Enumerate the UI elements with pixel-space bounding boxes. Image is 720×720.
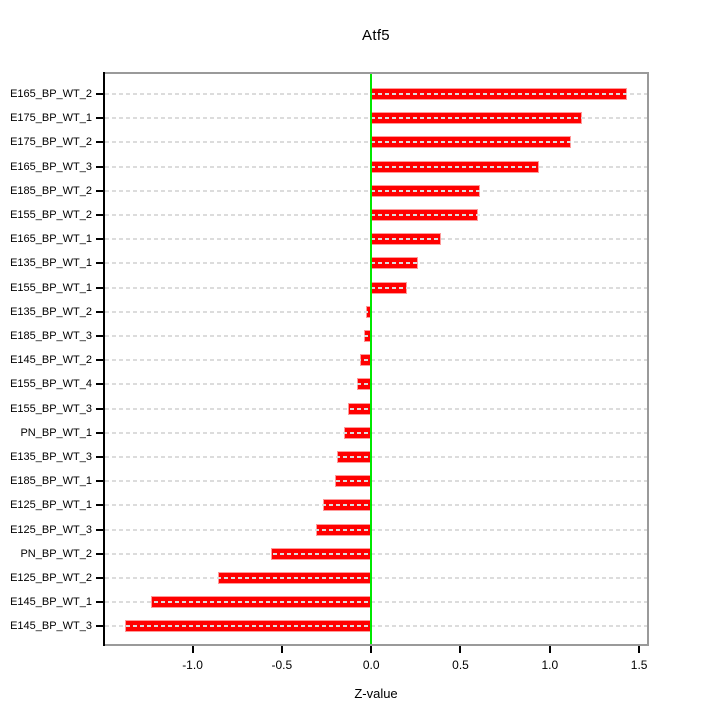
gridline bbox=[105, 407, 647, 410]
gridline bbox=[105, 601, 647, 604]
gridline bbox=[105, 214, 647, 216]
x-tick-label--1.0: -1.0 bbox=[182, 658, 203, 672]
y-tick-mark bbox=[96, 286, 103, 289]
x-tick-label--0.5: -0.5 bbox=[271, 658, 293, 672]
y-tick-mark bbox=[96, 383, 103, 386]
x-tick-label-1.0: 1.0 bbox=[541, 658, 559, 672]
x-tick-mark bbox=[191, 646, 194, 653]
y-axis-label-E135_BP_WT_1: E135_BP_WT_1 bbox=[10, 257, 92, 270]
y-tick-mark bbox=[96, 214, 103, 216]
y-tick-mark bbox=[96, 335, 103, 337]
y-tick-mark bbox=[96, 165, 103, 168]
y-axis-label-E145_BP_WT_1: E145_BP_WT_1 bbox=[10, 596, 92, 609]
y-axis-spine bbox=[103, 72, 105, 646]
y-tick-mark bbox=[96, 93, 103, 95]
x-tick-label-1.5: 1.5 bbox=[630, 658, 648, 672]
y-tick-mark bbox=[96, 577, 103, 579]
x-tick-mark bbox=[280, 646, 283, 653]
gridline bbox=[105, 335, 647, 337]
gridline bbox=[105, 480, 647, 483]
y-tick-mark bbox=[96, 262, 103, 265]
y-axis-label-E155_BP_WT_2: E155_BP_WT_2 bbox=[10, 209, 92, 221]
y-tick-mark bbox=[96, 310, 103, 313]
y-axis-label-E175_BP_WT_2: E175_BP_WT_2 bbox=[10, 136, 92, 149]
gridline bbox=[105, 456, 647, 458]
y-axis-label-PN_BP_WT_1: PN_BP_WT_1 bbox=[20, 426, 92, 439]
y-tick-mark bbox=[96, 189, 103, 192]
gridline bbox=[105, 93, 647, 95]
y-tick-mark bbox=[96, 359, 103, 362]
y-axis-label-E185_BP_WT_2: E185_BP_WT_2 bbox=[10, 184, 92, 197]
gridline bbox=[105, 262, 647, 265]
gridline bbox=[105, 286, 647, 289]
gridline bbox=[105, 504, 647, 507]
y-tick-mark bbox=[96, 141, 103, 144]
y-tick-mark bbox=[96, 625, 103, 628]
y-axis-label-E185_BP_WT_1: E185_BP_WT_1 bbox=[10, 475, 92, 488]
y-axis-label-E175_BP_WT_1: E175_BP_WT_1 bbox=[10, 112, 92, 125]
x-tick-mark bbox=[370, 646, 373, 653]
y-axis-label-E155_BP_WT_4: E155_BP_WT_4 bbox=[10, 378, 92, 391]
gridline bbox=[105, 238, 647, 241]
y-axis-label-E125_BP_WT_1: E125_BP_WT_1 bbox=[10, 499, 92, 512]
gridline bbox=[105, 383, 647, 386]
y-axis-label-E165_BP_WT_2: E165_BP_WT_2 bbox=[10, 88, 92, 100]
y-tick-mark bbox=[96, 552, 103, 555]
zero-line bbox=[370, 74, 373, 644]
x-tick-mark bbox=[638, 646, 641, 653]
gridline bbox=[105, 117, 647, 120]
y-tick-mark bbox=[96, 504, 103, 507]
y-axis-label-E155_BP_WT_3: E155_BP_WT_3 bbox=[10, 402, 92, 415]
y-axis-label-E135_BP_WT_3: E135_BP_WT_3 bbox=[10, 451, 92, 463]
gridline bbox=[105, 141, 647, 144]
gridline bbox=[105, 552, 647, 555]
y-axis-label-E165_BP_WT_1: E165_BP_WT_1 bbox=[10, 233, 92, 246]
y-tick-mark bbox=[96, 456, 103, 458]
y-axis-label-E125_BP_WT_3: E125_BP_WT_3 bbox=[10, 523, 92, 536]
y-axis-label-E155_BP_WT_1: E155_BP_WT_1 bbox=[10, 281, 92, 294]
y-tick-mark bbox=[96, 601, 103, 604]
gridline bbox=[105, 528, 647, 531]
x-tick-label-0.0: 0.0 bbox=[362, 658, 380, 672]
plot-area bbox=[103, 72, 649, 646]
y-tick-mark bbox=[96, 528, 103, 531]
y-tick-mark bbox=[96, 431, 103, 434]
x-tick-mark bbox=[548, 646, 551, 653]
gridline bbox=[105, 165, 647, 168]
y-axis-label-E135_BP_WT_2: E135_BP_WT_2 bbox=[10, 305, 92, 318]
y-axis-label-E145_BP_WT_2: E145_BP_WT_2 bbox=[10, 354, 92, 367]
y-tick-mark bbox=[96, 117, 103, 120]
y-axis-label-E145_BP_WT_3: E145_BP_WT_3 bbox=[10, 620, 92, 633]
y-axis-label-E125_BP_WT_2: E125_BP_WT_2 bbox=[10, 572, 92, 584]
x-tick-label-0.5: 0.5 bbox=[452, 658, 469, 672]
x-axis-title: Z-value bbox=[354, 686, 398, 701]
chart-title: Atf5 bbox=[362, 27, 390, 44]
gridline bbox=[105, 431, 647, 434]
gridline bbox=[105, 310, 647, 313]
x-tick-mark bbox=[459, 646, 462, 653]
y-axis-label-PN_BP_WT_2: PN_BP_WT_2 bbox=[20, 547, 92, 560]
gridline bbox=[105, 359, 647, 362]
gridline bbox=[105, 189, 647, 192]
y-axis-label-E185_BP_WT_3: E185_BP_WT_3 bbox=[10, 330, 92, 342]
y-tick-mark bbox=[96, 407, 103, 410]
y-tick-mark bbox=[96, 480, 103, 483]
gridline bbox=[105, 577, 647, 579]
y-tick-mark bbox=[96, 238, 103, 241]
gridline bbox=[105, 625, 647, 628]
y-axis-label-E165_BP_WT_3: E165_BP_WT_3 bbox=[10, 160, 92, 173]
